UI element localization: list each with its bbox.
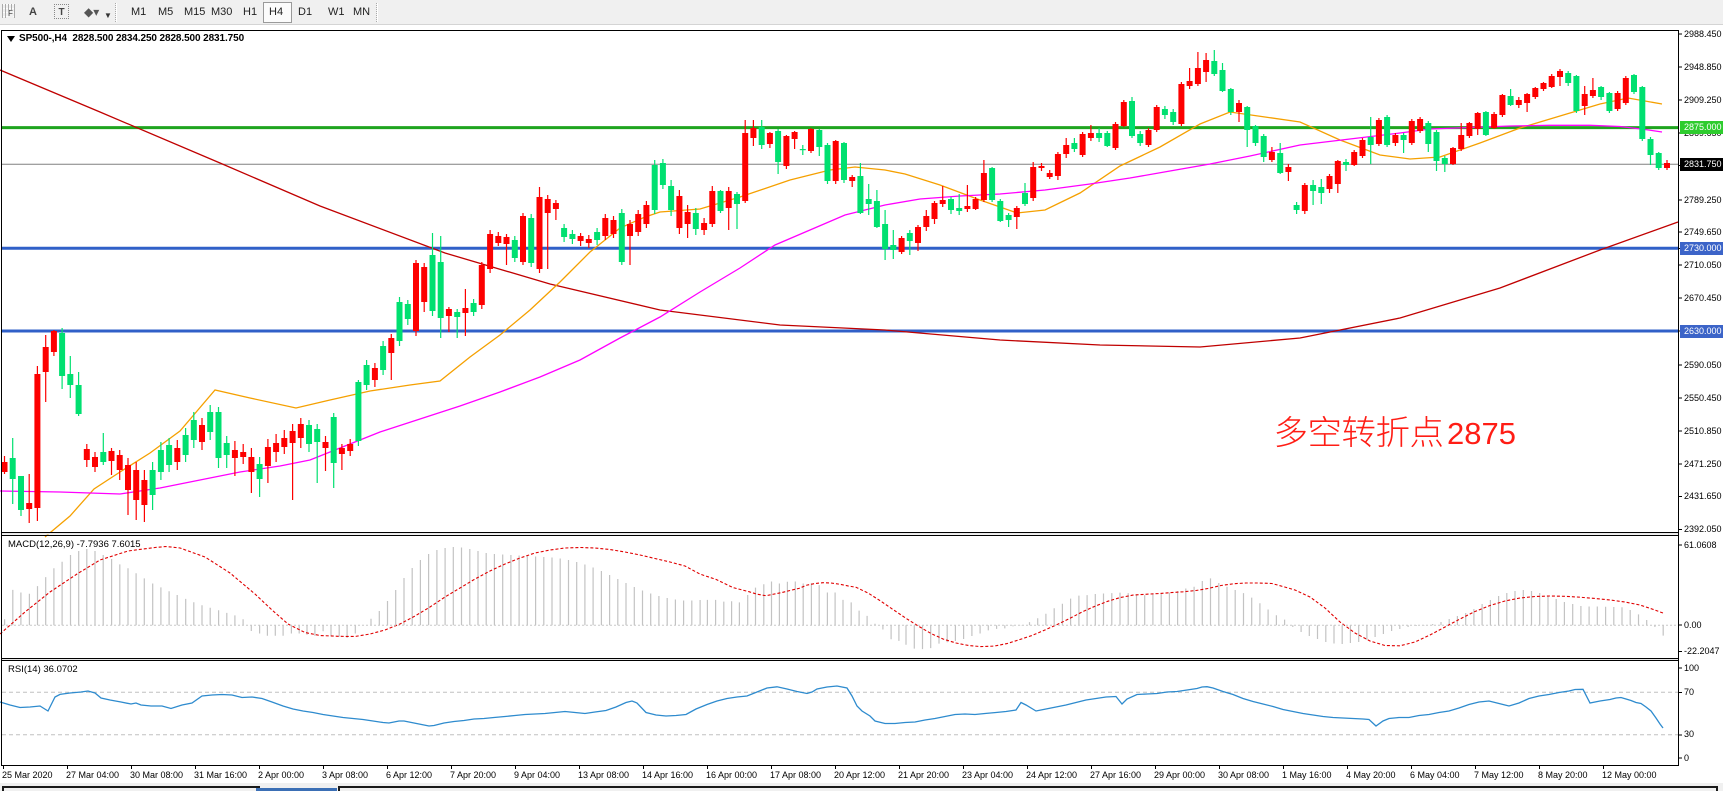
svg-text:2875: 2875 xyxy=(1447,416,1516,451)
